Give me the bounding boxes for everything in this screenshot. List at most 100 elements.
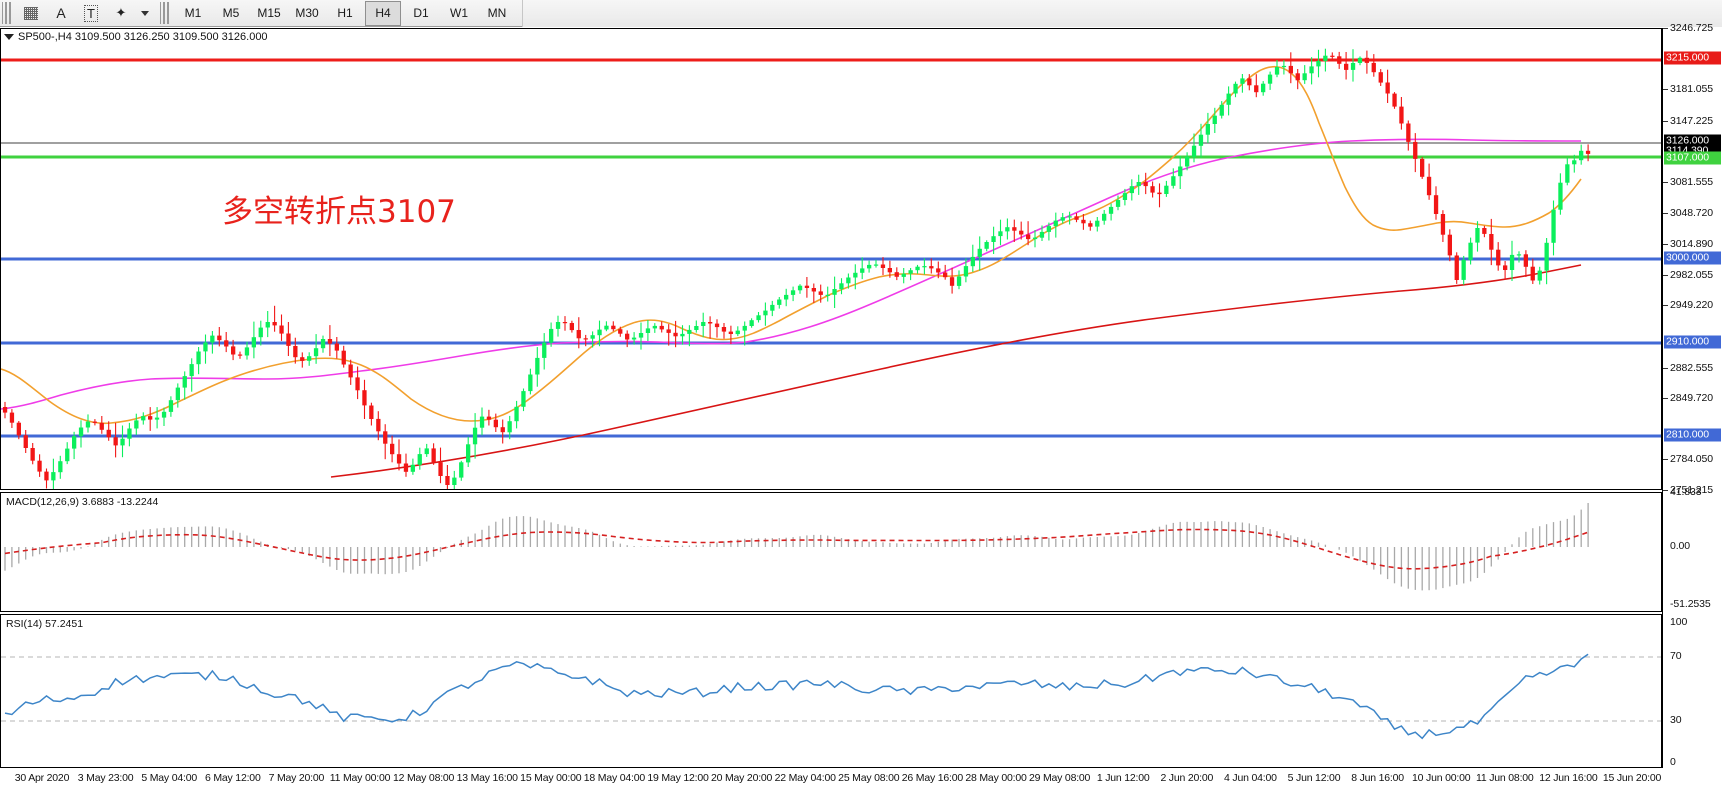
collapse-triangle-icon[interactable]	[4, 34, 14, 41]
macd-axis-label: -51.2535	[1670, 598, 1711, 610]
last-price-tag[interactable]: 3126.000	[1664, 134, 1721, 148]
time-axis-label: 5 May 04:00	[141, 772, 197, 784]
pivot-price-tag[interactable]: 3107.000	[1664, 151, 1721, 165]
text-box-icon[interactable]: T	[76, 1, 106, 26]
time-axis-label: 12 Jun 16:00	[1539, 772, 1598, 784]
macd-signal-line	[4, 528, 1589, 570]
price-axis-label: 3181.055	[1670, 83, 1713, 96]
time-axis-label: 26 May 16:00	[901, 772, 964, 784]
timeframe-button-m15[interactable]: M15	[257, 6, 281, 20]
price-axis[interactable]: 3246.725 3181.055 3147.225 3081.555 3048.720…	[1662, 22, 1722, 768]
price-axis-label: 2784.050	[1670, 453, 1713, 466]
price-axis-label: 2949.220	[1670, 299, 1713, 312]
time-axis-label: 3 May 23:00	[77, 772, 134, 784]
price-axis-tick	[1663, 367, 1668, 369]
time-axis-label: 29 May 08:00	[1028, 772, 1091, 784]
time-axis-label: 25 May 08:00	[838, 772, 900, 784]
price-axis-tick	[1663, 28, 1668, 29]
macd-label: MACD(12,26,9) 3.6883 -13.2244	[6, 496, 159, 508]
price-axis-tick	[1663, 490, 1668, 491]
price-axis-tick	[1663, 182, 1668, 183]
time-axis-label: 11 Jun 08:00	[1476, 772, 1534, 784]
time-axis-label: 30 Apr 2020	[14, 772, 70, 784]
price-axis-label: 2751.215	[1670, 484, 1713, 496]
support-3000-tag[interactable]: 3000.000	[1664, 251, 1721, 265]
macd-plot	[4, 503, 1589, 591]
time-axis-label: 22 May 04:00	[774, 772, 836, 784]
price-axis-tick	[1663, 244, 1668, 246]
time-axis-label: 20 May 20:00	[710, 772, 773, 784]
price-axis-tick	[1663, 398, 1668, 400]
price-axis-tick	[1663, 274, 1668, 276]
chart-text-annotation[interactable]: 多空转折点3107	[222, 194, 456, 230]
objects-icon[interactable]: ✦	[115, 5, 127, 20]
toolbar: A T ✦ 30 Apr 2020,3 May 23:00,5 May 04:0…	[0, 0, 1722, 27]
time-axis-label: 18 May 04:00	[583, 772, 646, 784]
timeframe-button-h1[interactable]: H1	[337, 6, 353, 20]
price-axis-tick	[1663, 305, 1668, 307]
time-axis-label: 8 Jun 16:00	[1351, 772, 1404, 784]
ma-fast-orange	[1, 65, 1582, 425]
macd-axis-label: 0.00	[1670, 540, 1691, 552]
time-axis-label: 6 May 12:00	[205, 772, 261, 784]
time-axis-label: 15 May 00:00	[520, 772, 582, 784]
quote-text: SP500-,H4 3109.500 3126.250 3109.500 312…	[18, 31, 268, 43]
price-axis-tick	[1663, 459, 1668, 461]
candlestick-series	[2, 48, 1591, 489]
timeframe-button-m5[interactable]: M5	[222, 6, 240, 20]
rsi-line	[4, 653, 1589, 740]
time-axis[interactable]: 30 Apr 2020 3 May 23:00 5 May 04:00 6 May 1…	[0, 768, 1722, 791]
timeframe-button-mn[interactable]: MN	[487, 6, 507, 20]
crosshair-cursor-icon[interactable]	[16, 1, 46, 26]
time-axis-label: 2 Jun 20:00	[1160, 772, 1214, 784]
time-axis-label: 1 Jun 12:00	[1096, 772, 1150, 784]
timeframe-button-m1[interactable]: M1	[184, 6, 202, 20]
price-axis-label: 2882.555	[1670, 361, 1713, 374]
time-axis-label: 7 May 20:00	[268, 772, 325, 784]
time-axis-label: 11 May 00:00	[329, 772, 391, 784]
price-axis-label: 3014.890	[1670, 238, 1713, 251]
price-plot	[1, 48, 1661, 489]
price-axis-label: 3147.225	[1670, 114, 1713, 127]
macd-axis-label: 41.833	[1670, 486, 1702, 498]
time-axis-label: 4 Jun 04:00	[1224, 772, 1277, 784]
timeframe-button-h4[interactable]: H4	[365, 0, 401, 26]
price-axis-label: 3048.720	[1670, 206, 1713, 219]
timeframe-button-w1[interactable]: W1	[450, 6, 468, 20]
toolbar-grip-1[interactable]	[2, 2, 13, 24]
toolbar-empty-area	[522, 0, 1722, 27]
support-2910-tag[interactable]: 2910.000	[1664, 335, 1721, 349]
rsi-pane[interactable]: RSI(14) 57.2451	[0, 614, 1662, 768]
resistance-price-tag[interactable]: 3215.000	[1664, 51, 1721, 65]
support-2810-tag[interactable]: 2810.000	[1664, 428, 1721, 442]
time-axis-label: 15 Jun 20:00	[1602, 772, 1662, 784]
toolbar-grip-2[interactable]	[160, 2, 171, 24]
price-axis-tick	[1663, 212, 1668, 214]
timeframe-button-m30[interactable]: M30	[295, 6, 319, 20]
time-axis-label: 28 May 00:00	[965, 772, 1027, 784]
time-axis-label: 5 Jun 12:00	[1287, 772, 1341, 784]
symbol-quote-line: SP500-,H4 3109.500 3126.250 3109.500 312…	[4, 31, 268, 43]
price-axis-label: 2982.055	[1670, 268, 1713, 281]
price-pane[interactable]	[0, 28, 1662, 490]
text-label-icon[interactable]: A	[56, 5, 66, 21]
rsi-axis-label: 100	[1670, 616, 1688, 628]
price-axis-label: 2849.720	[1670, 392, 1713, 405]
ma-mid-magenta	[1, 138, 1582, 410]
time-axis-label: 13 May 16:00	[456, 772, 518, 784]
rsi-plot	[1, 653, 1661, 740]
time-axis-label: 12 May 08:00	[392, 772, 455, 784]
rsi-axis-label: 70	[1670, 650, 1682, 662]
ma-slow-red	[330, 264, 1582, 478]
price-axis-label: 3081.555	[1670, 176, 1713, 188]
rsi-axis-label: 30	[1670, 714, 1682, 726]
macd-pane[interactable]: MACD(12,26,9) 3.6883 -13.2244	[0, 492, 1662, 612]
price-axis-tick	[1663, 89, 1668, 91]
rsi-label: RSI(14) 57.2451	[6, 618, 84, 630]
price-axis-tick	[1663, 120, 1668, 122]
objects-dropdown-caret-icon[interactable]	[136, 1, 154, 26]
time-axis-label: 10 Jun 00:00	[1412, 772, 1471, 784]
timeframe-button-d1[interactable]: D1	[413, 6, 429, 20]
time-axis-label: 19 May 12:00	[647, 772, 709, 784]
